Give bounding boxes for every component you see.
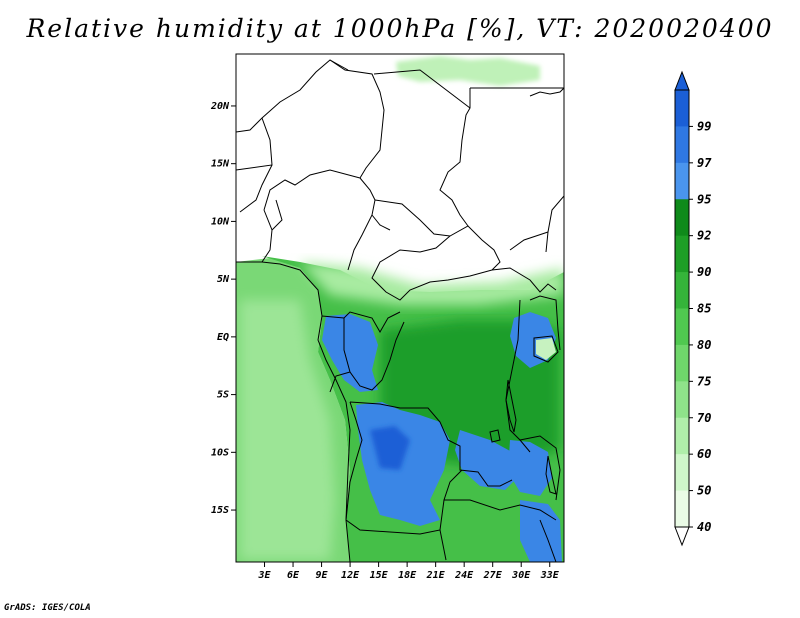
east-border-south [539, 519, 557, 562]
border-line-8 [263, 169, 361, 211]
colorbar-label: 92 [697, 229, 711, 243]
lat-tick-label: 15N [211, 159, 230, 170]
colorbar-segment [675, 308, 689, 346]
border-line-9 [261, 209, 273, 263]
colorbar-segment [675, 126, 689, 164]
lon-tick-label: 9E [316, 570, 329, 581]
country-borders [236, 59, 564, 562]
coastal-light-band [240, 300, 335, 560]
border-line-12 [374, 199, 501, 271]
colorbar-label: 99 [697, 119, 711, 133]
border-line-19 [343, 318, 405, 391]
colorbar-segment [675, 454, 689, 492]
colorbar-segment [675, 381, 689, 419]
lat-tick-label: 20N [210, 101, 230, 112]
colorbar-segment [675, 417, 689, 455]
colorbar: 99 97 95 92 90 85 80 75 70 60 50 40 [674, 70, 712, 547]
colorbar-segment [675, 490, 689, 528]
border-line-6 [236, 117, 273, 171]
saturated-region-dark [370, 426, 410, 470]
border-line-15 [491, 267, 557, 293]
map-frame [235, 53, 565, 563]
border-line-4 [439, 88, 471, 227]
map-title: Relative humidity at 1000hPa [%], VT: 20… [26, 14, 774, 43]
border-line-7 [239, 164, 273, 213]
border-line-21 [349, 401, 513, 487]
colorbar-label: 40 [697, 520, 711, 534]
border-line-26 [529, 295, 561, 351]
latitude-axis: 20N 15N 10N 5N EQ 5S 10S 15S [210, 101, 236, 516]
lat-tick-label: 15S [211, 505, 229, 516]
lon-tick-label: 24E [454, 570, 474, 581]
colorbar-top-arrow [674, 70, 690, 91]
lon-tick-label: 12E [341, 570, 360, 581]
colorbar-segment [675, 90, 689, 127]
grads-credit: GrADS: IGES/COLA [4, 603, 91, 613]
lon-tick-label: 6E [287, 570, 300, 581]
saturated-region-gabon [322, 314, 378, 392]
colorbar-label: 90 [697, 265, 711, 279]
lon-tick-label: 27E [483, 570, 503, 581]
colorbar-segment [675, 235, 689, 273]
lat-tick-label: 10S [211, 447, 229, 458]
border-line-3 [373, 69, 471, 109]
humidity-field [236, 54, 564, 562]
lake-tanganyika [505, 379, 517, 433]
lon-tick-label: 18E [398, 570, 417, 581]
sahel-light-band [300, 262, 564, 305]
colorbar-segment [675, 199, 689, 237]
light-patch-lake-victoria [536, 338, 556, 360]
colorbar-label: 60 [697, 447, 711, 461]
border-line-20 [329, 371, 351, 393]
colorbar-bottom-arrow [674, 526, 690, 547]
border-line-27 [519, 435, 561, 501]
saturated-region-central [455, 430, 520, 490]
border-line-14 [371, 235, 493, 301]
lat-tick-label: 10N [211, 216, 230, 227]
lat-tick-label: 5S [217, 390, 229, 401]
colorbar-label: 70 [697, 411, 711, 425]
lon-tick-label: 3E [257, 570, 271, 581]
colorbar-label: 85 [697, 302, 711, 316]
colorbar-segment [675, 344, 689, 382]
lake-malawi [545, 455, 557, 495]
lat-tick-label: 5N [217, 274, 230, 285]
saturated-region-east [508, 440, 552, 496]
border-line-10 [271, 199, 283, 231]
colorbar-label: 95 [697, 192, 711, 206]
lat-tick-label: EQ [217, 332, 229, 343]
lon-tick-label: 15E [370, 570, 389, 581]
saturated-region-south [520, 500, 562, 562]
border-line-17 [509, 231, 549, 251]
colorbar-label: 80 [697, 338, 711, 352]
lon-tick-label: 21E [426, 570, 446, 581]
border-line-23 [444, 499, 557, 521]
lake-victoria [533, 335, 559, 363]
longitude-axis: 3E 6E 9E 12E 15E 18E 21E 24E 27E 30E 33E [257, 562, 560, 581]
border-line-13 [371, 214, 391, 231]
colorbar-segment [675, 272, 689, 309]
border-line-1 [236, 59, 385, 179]
colorbar-label: 75 [697, 374, 711, 388]
lake-mweru [489, 429, 501, 443]
lon-tick-label: 33E [540, 570, 560, 581]
lon-tick-label: 30E [511, 570, 531, 581]
border-line-24 [439, 529, 447, 561]
border-line-16 [545, 195, 564, 253]
east-border-north [529, 87, 564, 97]
colorbar-label: 97 [697, 156, 712, 170]
border-line-2 [329, 59, 349, 71]
colorbar-segment [675, 162, 689, 200]
colorbar-label: 50 [697, 484, 711, 498]
coastline [236, 261, 351, 562]
